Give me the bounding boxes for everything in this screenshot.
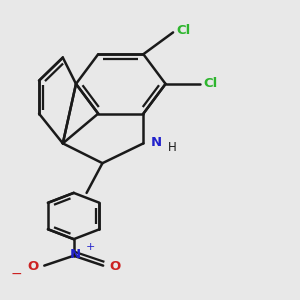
Text: Cl: Cl <box>203 77 218 90</box>
Text: −: − <box>11 266 22 280</box>
Text: N: N <box>150 136 161 149</box>
Text: O: O <box>109 260 120 273</box>
Text: +: + <box>86 242 95 252</box>
Text: N: N <box>70 248 81 261</box>
Text: H: H <box>168 141 177 154</box>
Text: Cl: Cl <box>176 24 190 37</box>
Text: O: O <box>27 260 38 273</box>
